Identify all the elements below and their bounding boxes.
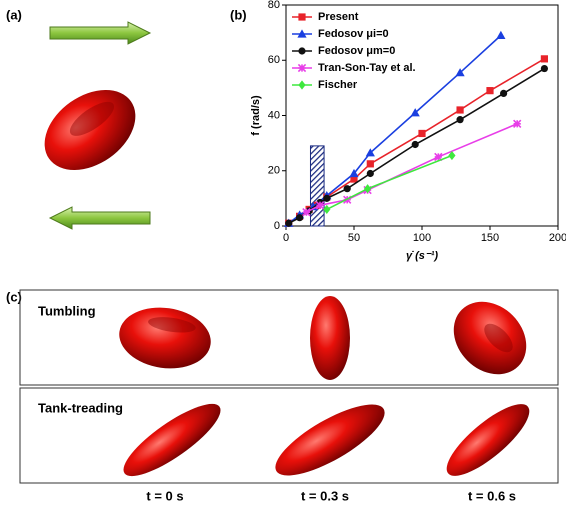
row-box — [19, 387, 559, 484]
rbc — [446, 404, 530, 476]
marker — [297, 63, 307, 73]
rbc — [275, 404, 385, 476]
marker — [456, 106, 464, 114]
rbc — [119, 307, 211, 369]
x-tick-label: 150 — [481, 232, 499, 244]
panel-label: (c) — [6, 289, 22, 304]
x-tick-label: 50 — [348, 232, 360, 244]
marker — [302, 208, 311, 217]
panel-label: (a) — [6, 7, 22, 22]
marker — [297, 29, 307, 38]
marker — [323, 204, 331, 215]
legend-label: Fedosov μi=0 — [318, 28, 389, 40]
y-tick-label: 40 — [268, 109, 280, 121]
marker — [455, 68, 465, 77]
marker — [456, 116, 464, 124]
rbc — [123, 403, 221, 477]
legend-label: Tran-Son-Tay et al. — [318, 62, 416, 74]
marker — [315, 201, 325, 210]
marker — [500, 89, 508, 97]
x-axis-label: γ̇ (s⁻¹) — [406, 250, 438, 262]
marker — [298, 80, 306, 90]
marker — [513, 119, 522, 128]
marker — [365, 148, 375, 157]
shaded-region — [309, 145, 325, 227]
marker — [298, 13, 306, 21]
marker — [540, 64, 549, 73]
marker — [366, 160, 374, 168]
marker — [486, 87, 494, 95]
rbc — [453, 301, 527, 375]
marker — [448, 150, 456, 161]
marker — [285, 219, 293, 227]
time-label: t = 0.3 s — [301, 488, 349, 503]
y-tick-label: 80 — [268, 0, 280, 11]
arrow-left — [48, 206, 151, 230]
x-tick-label: 200 — [549, 232, 566, 244]
legend-label: Fedosov μm=0 — [318, 45, 395, 57]
marker — [296, 214, 304, 222]
row-label: Tumbling — [38, 303, 96, 318]
arrow-right — [49, 21, 152, 45]
x-tick-label: 100 — [413, 232, 431, 244]
series-line — [306, 123, 518, 213]
marker — [349, 168, 359, 178]
marker — [411, 140, 419, 149]
marker — [540, 55, 548, 63]
marker — [343, 185, 351, 193]
y-tick-label: 20 — [268, 165, 280, 177]
row-label: Tank-treading — [38, 400, 123, 415]
marker — [323, 194, 331, 202]
time-label: t = 0.6 s — [468, 488, 516, 503]
marker — [350, 175, 358, 183]
rbc — [310, 296, 350, 380]
marker — [364, 184, 372, 194]
marker — [434, 152, 443, 162]
marker — [410, 108, 420, 117]
legend-label: Present — [318, 11, 359, 23]
legend-label: Fischer — [318, 79, 358, 91]
x-tick-label: 0 — [283, 232, 289, 244]
time-label: t = 0 s — [146, 488, 183, 503]
rbc — [44, 90, 136, 170]
panel-label: (b) — [230, 7, 247, 22]
marker — [496, 30, 506, 39]
row-box — [19, 289, 559, 386]
y-tick-label: 60 — [268, 54, 280, 66]
y-axis-label: f (rad/s) — [250, 95, 262, 136]
marker — [298, 47, 306, 55]
marker — [366, 169, 374, 178]
marker — [418, 129, 426, 138]
y-tick-label: 0 — [274, 220, 280, 232]
